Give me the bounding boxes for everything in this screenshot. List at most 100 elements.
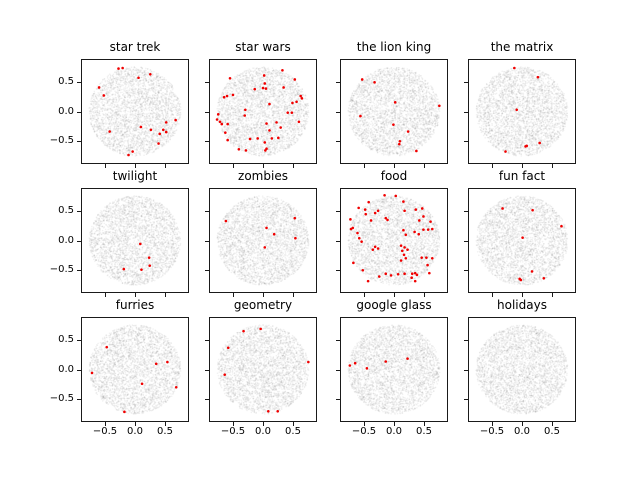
subplot-star-wars <box>209 59 317 164</box>
y-tick-label: 0.5 <box>58 205 74 217</box>
scatter-canvas-the-matrix <box>469 60 575 163</box>
y-tick-label: 0.0 <box>58 105 74 117</box>
x-tick-mark <box>233 164 234 168</box>
y-tick-mark <box>205 340 209 342</box>
subplot-title-holidays: holidays <box>497 298 547 312</box>
x-tick-label: 0.0 <box>386 426 402 437</box>
y-tick-label: 0.0 <box>58 234 74 246</box>
x-tick-label: 0.0 <box>514 426 530 437</box>
x-tick-label: −0.5 <box>92 426 118 437</box>
subplot-title-star-trek: star trek <box>109 40 161 54</box>
y-tick-label: 0.5 <box>58 334 74 346</box>
x-tick-mark <box>552 293 553 297</box>
y-tick-mark <box>464 111 468 113</box>
scatter-canvas-geometry <box>210 318 316 421</box>
y-tick-mark <box>464 269 468 271</box>
subplot-title-fun-fact: fun fact <box>498 169 546 183</box>
y-tick-mark <box>205 111 209 113</box>
x-tick-mark <box>135 293 136 297</box>
subplot-title-star-wars: star wars <box>235 40 291 54</box>
scatter-canvas-the-lion-king <box>341 60 447 163</box>
x-tick-label: 0.5 <box>544 426 560 437</box>
subplot-title-furries: furries <box>115 298 155 312</box>
y-tick-mark <box>77 269 81 271</box>
x-tick-mark <box>263 422 264 426</box>
x-tick-label: 0.0 <box>255 426 271 437</box>
y-tick-mark <box>336 269 340 271</box>
y-tick-mark <box>464 140 468 142</box>
scatter-canvas-furries <box>82 318 188 421</box>
x-tick-mark <box>492 422 493 426</box>
y-tick-mark <box>464 82 468 84</box>
subplot-title-the-matrix: the matrix <box>490 40 554 54</box>
y-tick-mark <box>77 82 81 84</box>
x-tick-label: −0.5 <box>479 426 505 437</box>
x-tick-mark <box>552 164 553 168</box>
y-tick-mark <box>205 398 209 400</box>
y-tick-label: 0.0 <box>58 363 74 375</box>
y-tick-mark <box>77 398 81 400</box>
x-tick-mark <box>552 422 553 426</box>
y-tick-mark <box>464 211 468 213</box>
x-tick-mark <box>105 422 106 426</box>
scatter-canvas-fun-fact <box>469 189 575 292</box>
y-tick-mark <box>464 340 468 342</box>
x-tick-mark <box>233 293 234 297</box>
x-tick-mark <box>135 422 136 426</box>
y-tick-mark <box>77 340 81 342</box>
subplot-zombies <box>209 188 317 293</box>
x-tick-mark <box>263 293 264 297</box>
x-tick-mark <box>105 293 106 297</box>
scatter-canvas-holidays <box>469 318 575 421</box>
y-tick-mark <box>77 240 81 242</box>
x-tick-mark <box>364 422 365 426</box>
scatter-canvas-zombies <box>210 189 316 292</box>
y-tick-mark <box>336 211 340 213</box>
y-tick-mark <box>464 398 468 400</box>
y-tick-mark <box>205 211 209 213</box>
y-tick-label: −0.5 <box>49 134 74 146</box>
subplot-the-matrix <box>468 59 576 164</box>
x-tick-label: 0.5 <box>416 426 432 437</box>
y-tick-mark <box>205 240 209 242</box>
x-tick-mark <box>522 422 523 426</box>
y-tick-mark <box>336 340 340 342</box>
y-tick-mark <box>205 140 209 142</box>
x-tick-mark <box>492 293 493 297</box>
subplot-holidays <box>468 317 576 422</box>
x-tick-mark <box>263 164 264 168</box>
x-tick-mark <box>522 293 523 297</box>
y-tick-mark <box>77 140 81 142</box>
y-tick-mark <box>336 82 340 84</box>
x-tick-mark <box>424 422 425 426</box>
x-tick-mark <box>394 293 395 297</box>
y-tick-mark <box>464 240 468 242</box>
subplot-geometry <box>209 317 317 422</box>
y-tick-label: −0.5 <box>49 392 74 404</box>
subplot-title-twilight: twilight <box>112 169 158 183</box>
x-tick-mark <box>293 164 294 168</box>
y-tick-mark <box>205 369 209 371</box>
x-tick-mark <box>233 422 234 426</box>
y-tick-mark <box>336 111 340 113</box>
scatter-canvas-star-trek <box>82 60 188 163</box>
subplot-the-lion-king <box>340 59 448 164</box>
y-tick-mark <box>336 240 340 242</box>
x-tick-mark <box>424 293 425 297</box>
x-tick-mark <box>105 164 106 168</box>
scatter-canvas-twilight <box>82 189 188 292</box>
y-tick-label: −0.5 <box>49 263 74 275</box>
y-tick-label: 0.5 <box>58 76 74 88</box>
subplot-title-zombies: zombies <box>238 169 288 183</box>
x-tick-mark <box>293 293 294 297</box>
x-tick-label: 0.0 <box>127 426 143 437</box>
x-tick-label: 0.5 <box>157 426 173 437</box>
y-tick-mark <box>336 369 340 371</box>
scatter-canvas-food <box>341 189 447 292</box>
x-tick-mark <box>135 164 136 168</box>
y-tick-mark <box>77 369 81 371</box>
y-tick-mark <box>464 369 468 371</box>
x-tick-mark <box>394 164 395 168</box>
x-tick-mark <box>165 422 166 426</box>
subplot-title-the-lion-king: the lion king <box>356 40 432 54</box>
